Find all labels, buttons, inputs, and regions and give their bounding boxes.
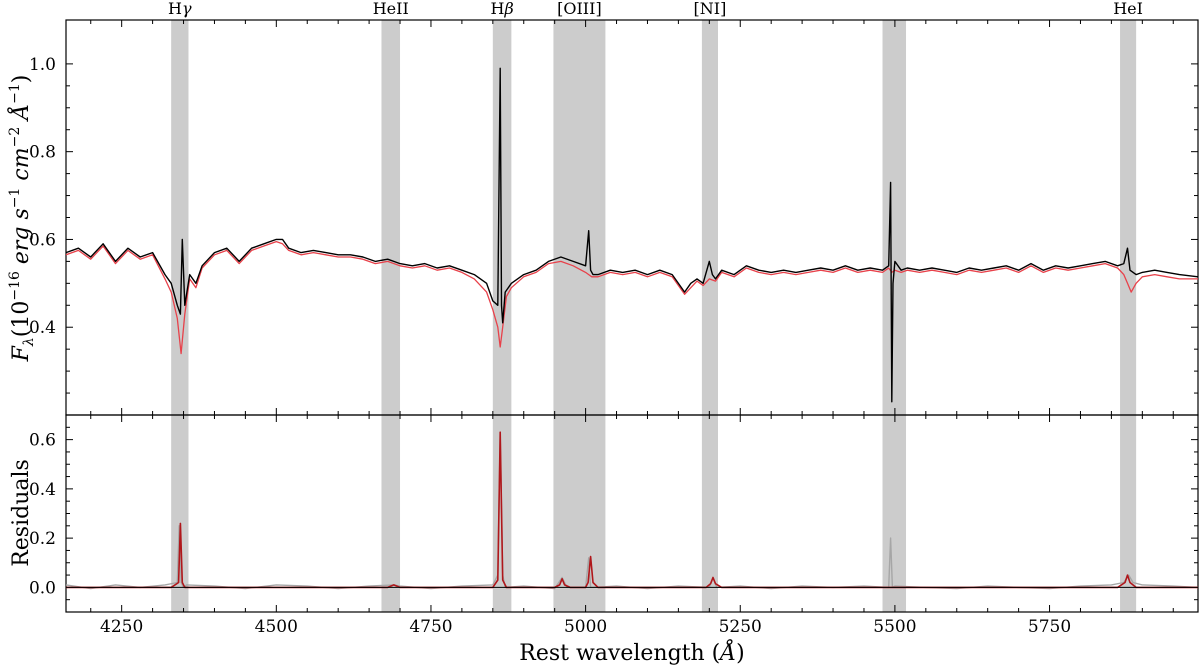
x-axis-title: Rest wavelength (Å)	[519, 638, 744, 666]
x-tick-label: 4250	[100, 617, 143, 637]
x-tick-label: 4750	[409, 617, 452, 637]
line-label: [NI]	[694, 0, 727, 18]
line-labels: Hγ HeII Hβ [OIII] [NI] HeI	[168, 0, 1143, 18]
line-label: Hβ	[490, 0, 513, 18]
top-panel-frame	[65, 19, 1199, 416]
line-label: HeII	[373, 0, 409, 18]
x-tick-label: 5250	[719, 617, 762, 637]
shaded-region	[553, 20, 606, 612]
shaded-region	[1120, 20, 1137, 612]
residual-line	[65, 434, 1199, 590]
bottom-y-axis-title: Residuals	[9, 459, 34, 567]
axes-frames	[65, 19, 1199, 613]
y-tick-label: 0.2	[29, 529, 56, 549]
observed-spectrum-line	[65, 67, 1199, 403]
shaded-region	[381, 20, 401, 612]
y-tick-label: 0.4	[29, 318, 56, 338]
y-tick-label: 0.6	[29, 230, 56, 250]
x-tick-label: 5750	[1028, 617, 1071, 637]
x-tick-label: 5500	[873, 617, 916, 637]
spectrum-series	[65, 67, 1199, 590]
shaded-line-regions	[171, 20, 1137, 612]
shaded-region	[701, 20, 718, 612]
line-label: HeI	[1113, 0, 1143, 18]
line-label: Hγ	[168, 0, 192, 18]
bottom-panel-frame	[65, 414, 1199, 613]
x-tick-label: 5000	[564, 617, 607, 637]
y-tick-label: 0.0	[29, 578, 56, 598]
y-tick-label: 0.4	[29, 480, 56, 500]
x-tick-label: 4500	[255, 617, 298, 637]
emission-fit-line	[66, 431, 1198, 589]
shaded-region	[882, 20, 907, 612]
y-tick-label: 0.8	[29, 143, 56, 163]
shaded-region	[171, 20, 189, 612]
model-spectrum-line	[65, 240, 1198, 355]
y-tick-label: 1.0	[29, 55, 56, 75]
y-tick-label: 0.6	[29, 431, 56, 451]
top-y-axis-title: Fλ(10−16 erg s−1 cm−2 Å−1)	[6, 75, 37, 363]
line-label: [OIII]	[557, 0, 602, 18]
axis-ticks: 4250 4500 4750 5000 5250 5500 5750 0.4 0.6 0.8 1.0…	[29, 20, 1198, 637]
